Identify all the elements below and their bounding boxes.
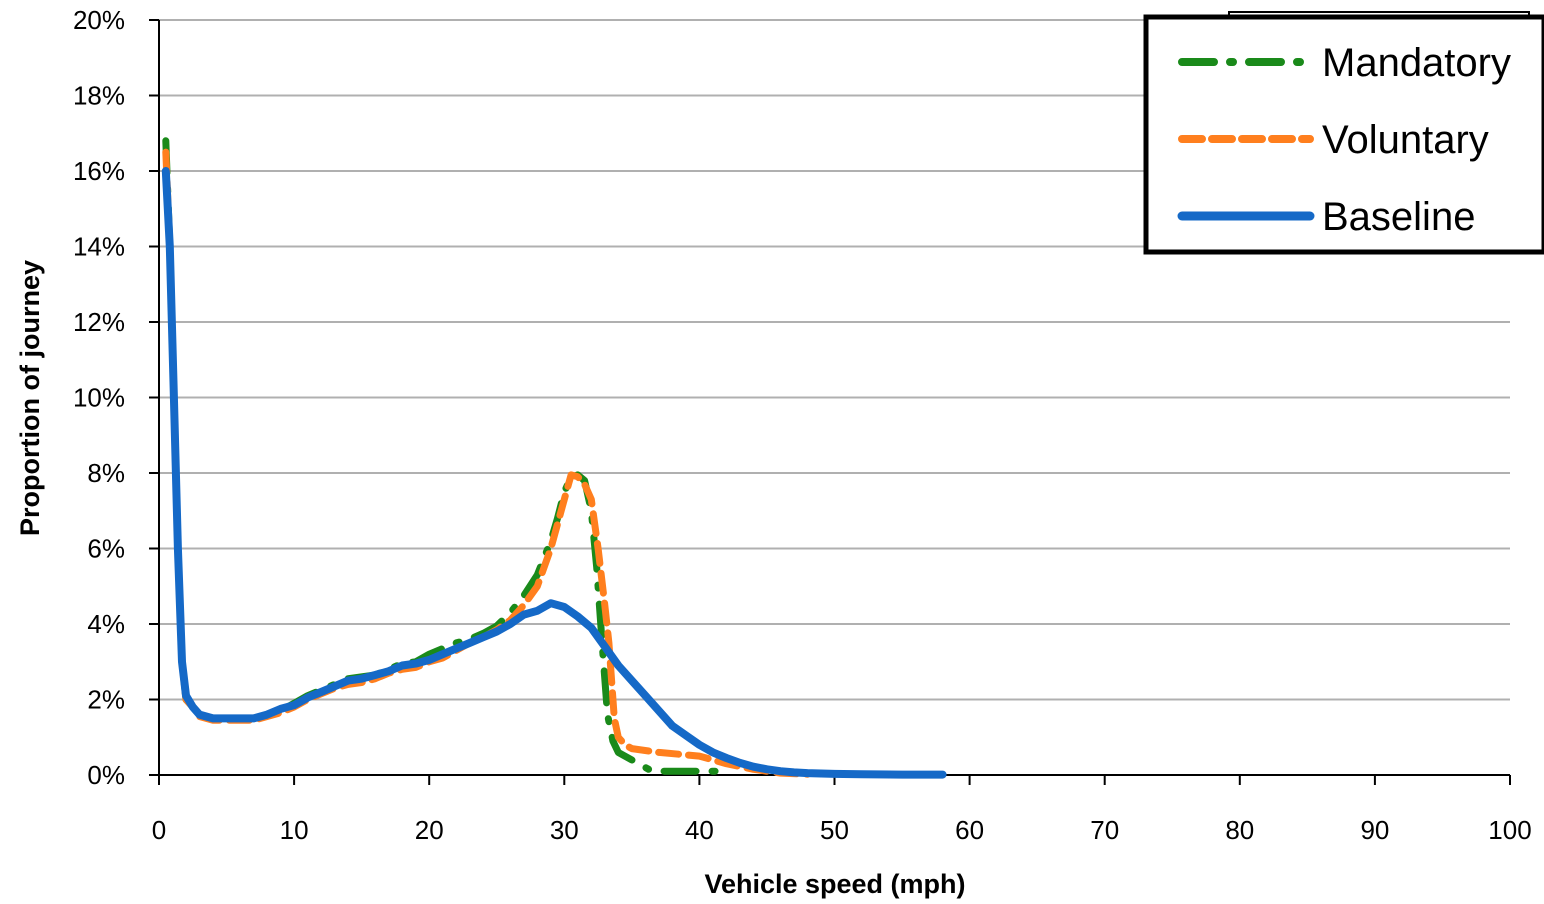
- x-axis: 0 10 20 30 40 50 60 70 80 90 100: [152, 774, 1532, 845]
- y-tick-label: 16%: [73, 156, 125, 186]
- x-axis-title: Vehicle speed (mph): [704, 869, 965, 899]
- series-line-voluntary: [162, 148, 811, 778]
- x-tick-label: 40: [685, 815, 714, 845]
- y-tick-label: 4%: [87, 609, 125, 639]
- x-tick-label: 50: [820, 815, 849, 845]
- series-line-mandatory: [162, 137, 730, 775]
- x-tick-label: 30: [550, 815, 579, 845]
- legend-label-voluntary: Voluntary: [1322, 118, 1489, 162]
- y-tick-label: 0%: [87, 760, 125, 790]
- legend-label-baseline: Baseline: [1322, 195, 1475, 239]
- y-tick-label: 8%: [87, 458, 125, 488]
- series-line-baseline: [161, 167, 947, 779]
- x-tick-label: 80: [1225, 815, 1254, 845]
- x-tick-label: 0: [152, 815, 166, 845]
- y-tick-label: 14%: [73, 232, 125, 262]
- x-tick-label: 70: [1090, 815, 1119, 845]
- x-tick-label: 10: [280, 815, 309, 845]
- y-tick-label: 10%: [73, 383, 125, 413]
- x-tick-label: 100: [1488, 815, 1531, 845]
- x-tick-label: 60: [955, 815, 984, 845]
- y-tick-label: 18%: [73, 81, 125, 111]
- y-tick-label: 20%: [73, 5, 125, 35]
- y-tick-label: 12%: [73, 307, 125, 337]
- x-tick-label: 20: [415, 815, 444, 845]
- legend-label-mandatory: Mandatory: [1322, 41, 1511, 85]
- x-tick-label: 90: [1360, 815, 1389, 845]
- y-axis: 0% 2% 4% 6% 8% 10% 12% 14% 16% 18% 20%: [73, 5, 160, 790]
- series-layer: [161, 137, 947, 779]
- y-axis-title: Proportion of journey: [15, 260, 45, 536]
- legend: Mandatory Voluntary Baseline: [1143, 11, 1544, 255]
- y-tick-label: 6%: [87, 534, 125, 564]
- y-tick-label: 2%: [87, 685, 125, 715]
